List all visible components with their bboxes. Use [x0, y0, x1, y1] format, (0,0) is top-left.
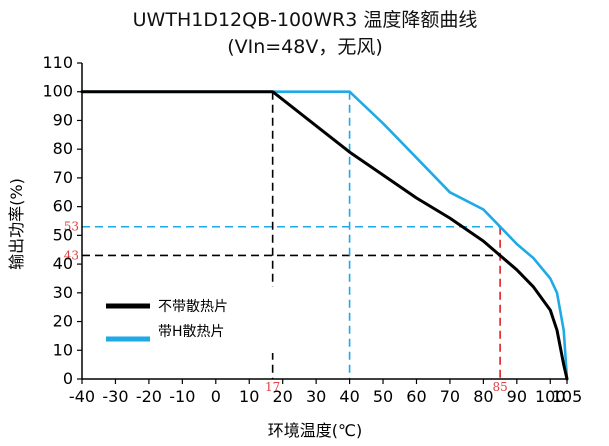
y-tick-label: 90	[53, 110, 73, 129]
series-line-no-heatsink	[80, 90, 569, 381]
x-axis-label: 环境温度(℃)	[268, 421, 362, 440]
y-tick-label: 0	[63, 369, 73, 388]
y-tick-label: 60	[53, 197, 73, 216]
x-tick-label: 50	[373, 387, 393, 406]
legend-box	[94, 287, 274, 353]
chart-title: UWTH1D12QB-100WR3 温度降额曲线	[133, 9, 478, 31]
y-tick-label: 20	[53, 312, 73, 331]
x-tick-label: 30	[306, 387, 326, 406]
x-tick-label: 60	[406, 387, 426, 406]
y-tick-label: 50	[53, 225, 73, 244]
legend: 不带散热片 带H散热片	[94, 287, 274, 353]
x-tick-label: -40	[69, 387, 95, 406]
x-tick-label: 40	[339, 387, 359, 406]
x-tick-label: 0	[211, 387, 221, 406]
ref-label-x-17: 17	[265, 380, 280, 394]
y-tick-label: 100	[42, 82, 73, 101]
ref-label-y-43: 43	[64, 248, 79, 262]
x-tick-label: 70	[440, 387, 460, 406]
ref-label-x-85: 85	[492, 380, 507, 394]
y-tick-label: 40	[53, 254, 73, 273]
x-tick-label: -10	[169, 387, 195, 406]
y-tick-label: 110	[42, 53, 73, 72]
legend-label-no-heatsink: 不带散热片	[158, 299, 228, 315]
y-tick-label: 10	[53, 340, 73, 359]
x-tick-label: 100	[535, 387, 566, 406]
x-tick-label: 105	[552, 387, 583, 406]
x-tick-label: 90	[507, 387, 527, 406]
y-tick-label: 30	[53, 283, 73, 302]
legend-label-h-heatsink: 带H散热片	[158, 324, 225, 340]
y-tick-label: 70	[53, 168, 73, 187]
x-tick-label: 80	[473, 387, 493, 406]
y-tick-label: 80	[53, 139, 73, 158]
chart-subtitle: (VIn=48V，无风)	[227, 36, 383, 58]
ref-label-y-53: 53	[64, 220, 79, 234]
y-axis-label: 输出功率(%)	[7, 178, 26, 270]
x-tick-label: -20	[136, 387, 162, 406]
x-tick-label: 10	[239, 387, 259, 406]
x-tick-label: 20	[273, 387, 293, 406]
series-line-h-heatsink	[80, 90, 569, 381]
x-tick-label: -30	[102, 387, 128, 406]
